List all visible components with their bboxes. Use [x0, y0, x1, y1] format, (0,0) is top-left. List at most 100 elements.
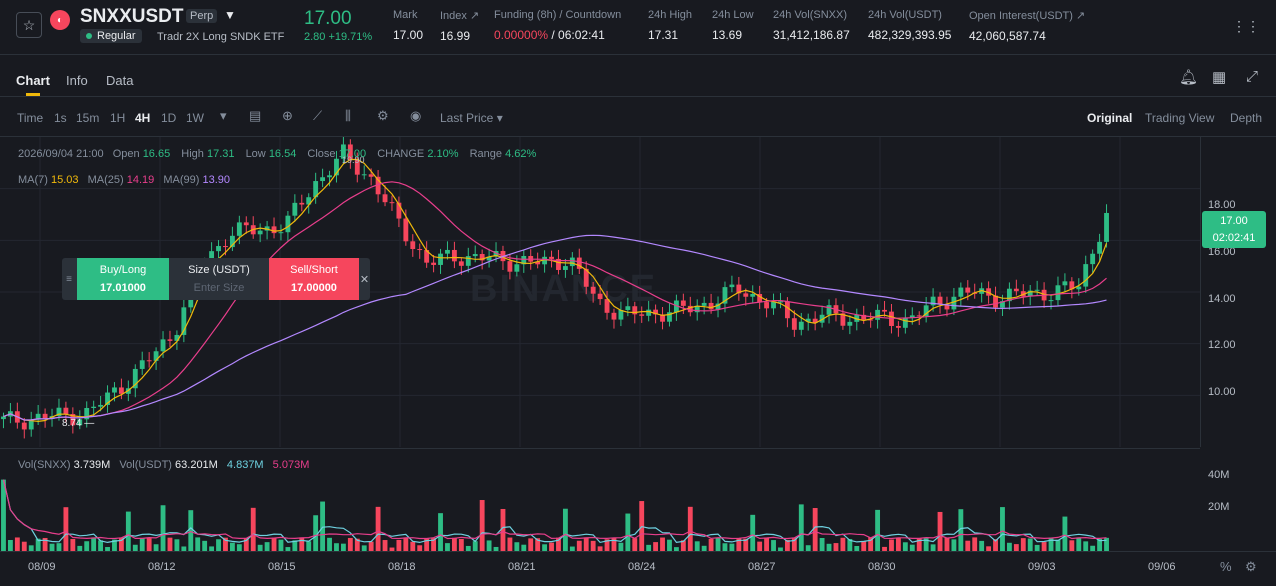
x-tick: 08/21	[508, 561, 536, 573]
candle-body	[764, 302, 770, 309]
add-indicator-icon[interactable]: ⊕	[282, 108, 293, 123]
view-original[interactable]: Original	[1087, 111, 1133, 125]
last-price-dropdown[interactable]: Last Price ▾	[440, 111, 503, 125]
volume-bar	[320, 501, 326, 551]
candle-body	[902, 317, 908, 328]
line-chart-icon[interactable]: ⟋	[313, 108, 323, 123]
candle-body	[451, 249, 457, 262]
volume-bar	[715, 537, 721, 551]
volume-bar	[112, 539, 117, 551]
volume-bar	[181, 546, 187, 551]
candle-body	[243, 222, 249, 226]
candle-body	[771, 301, 776, 309]
candle-body	[604, 299, 610, 313]
symbol-title[interactable]: SNXXUSDT	[80, 6, 184, 27]
volume-bar	[895, 537, 901, 551]
volume-bar	[257, 544, 263, 551]
volume-bar	[1041, 542, 1047, 551]
candle-body	[340, 144, 346, 159]
view-tradingview[interactable]: Trading View	[1145, 111, 1215, 125]
candle-body	[368, 174, 374, 177]
sell-short-button[interactable]: Sell/Short 17.00000	[269, 258, 359, 300]
stat-index[interactable]: Index ↗ 16.99	[440, 10, 480, 43]
close-icon[interactable]: ✕	[359, 273, 370, 286]
interval-dropdown-icon[interactable]: ▾	[220, 108, 227, 123]
candle-body	[805, 318, 811, 322]
volume-bar	[597, 546, 603, 551]
interval-1d[interactable]: 1D	[161, 111, 177, 125]
drag-handle-icon[interactable]: ≡	[66, 273, 72, 285]
size-input[interactable]: Size (USDT) Enter Size	[169, 258, 269, 300]
calendar-icon[interactable]: ▤	[249, 108, 262, 123]
volume-bar	[1006, 542, 1012, 551]
volume-bar	[271, 537, 277, 551]
candle-body	[660, 314, 665, 322]
chart-toolbar: Time 1s 15m 1H 4H 1D 1W ▾ ▤ ⊕ ⟋ ⫼ ⚙ ◉ La…	[0, 98, 1276, 137]
candle-type-icon[interactable]: ⫼	[345, 108, 351, 123]
perp-badge: Perp	[186, 9, 218, 23]
stat-24h-vol-usdt: 24h Vol(USDT) 482,329,393.95	[868, 9, 952, 42]
time-axis	[0, 551, 1276, 586]
interval-4h[interactable]: 4H	[135, 111, 151, 125]
volume-bar	[458, 538, 464, 551]
volume-bar	[889, 539, 894, 551]
candle-body	[653, 309, 659, 315]
layout-grid-icon[interactable]: ▦	[1212, 69, 1227, 86]
candle-body	[299, 202, 305, 205]
volume-bar	[778, 547, 783, 551]
candle-body	[736, 284, 742, 294]
candlestick-chart[interactable]: 19.90 8.74 —	[0, 137, 1200, 447]
candle-body	[965, 287, 971, 293]
target-icon[interactable]: ◉	[410, 108, 422, 123]
volume-bar	[556, 537, 561, 551]
candle-body	[1, 416, 6, 420]
interval-time[interactable]: Time	[17, 111, 44, 125]
candle-body	[778, 301, 783, 303]
volume-bar	[354, 538, 360, 551]
volume-bar	[292, 540, 298, 551]
volume-bar	[1076, 537, 1082, 551]
symbol-dropdown-icon[interactable]: ▼	[224, 8, 236, 22]
more-menu-icon[interactable]: ⋮⋮	[1232, 18, 1260, 34]
tab-chart[interactable]: Chart	[16, 73, 50, 88]
favorite-star-icon[interactable]: ☆	[16, 12, 42, 38]
volume-ma-line	[2, 479, 1107, 540]
price-axis	[1200, 137, 1276, 447]
bell-icon[interactable]: 🔔︎	[1179, 69, 1199, 86]
volume-bar	[139, 538, 145, 551]
volume-bar	[1013, 544, 1019, 551]
candle-body	[146, 360, 152, 362]
volume-bar	[216, 539, 221, 551]
volume-bar	[465, 545, 471, 551]
expand-icon[interactable]: ⤢	[1246, 68, 1259, 85]
volume-bar	[660, 537, 665, 551]
interval-15m[interactable]: 15m	[76, 111, 100, 125]
active-tab-indicator	[26, 93, 40, 96]
stat-open-interest[interactable]: Open Interest(USDT) ↗ 42,060,587.74	[969, 10, 1086, 43]
interval-1w[interactable]: 1W	[186, 111, 204, 125]
volume-bar	[396, 539, 402, 551]
interval-1s[interactable]: 1s	[54, 111, 67, 125]
volume-bar	[590, 540, 596, 551]
view-depth[interactable]: Depth	[1230, 111, 1263, 125]
tab-info[interactable]: Info	[66, 73, 88, 88]
candle-body	[167, 339, 173, 341]
volume-bar	[306, 541, 312, 551]
y-tick-18: 18.00	[1208, 199, 1236, 211]
candle-body	[743, 293, 749, 297]
volume-bar	[965, 540, 971, 551]
volume-bar	[28, 545, 34, 551]
x-tick: 09/03	[1028, 561, 1056, 573]
interval-1h[interactable]: 1H	[110, 111, 126, 125]
candle-body	[472, 254, 478, 257]
settings-icon[interactable]: ⚙	[1245, 559, 1257, 574]
candle-body	[750, 293, 756, 297]
percent-scale-icon[interactable]: %	[1220, 559, 1232, 574]
buy-long-button[interactable]: Buy/Long 17.01000	[77, 258, 169, 300]
volume-bar	[313, 515, 319, 551]
tab-data[interactable]: Data	[106, 73, 134, 88]
candle-body	[868, 319, 874, 321]
candle-body	[549, 256, 554, 259]
candle-body	[993, 295, 998, 308]
settings-sliders-icon[interactable]: ⚙	[377, 108, 389, 123]
